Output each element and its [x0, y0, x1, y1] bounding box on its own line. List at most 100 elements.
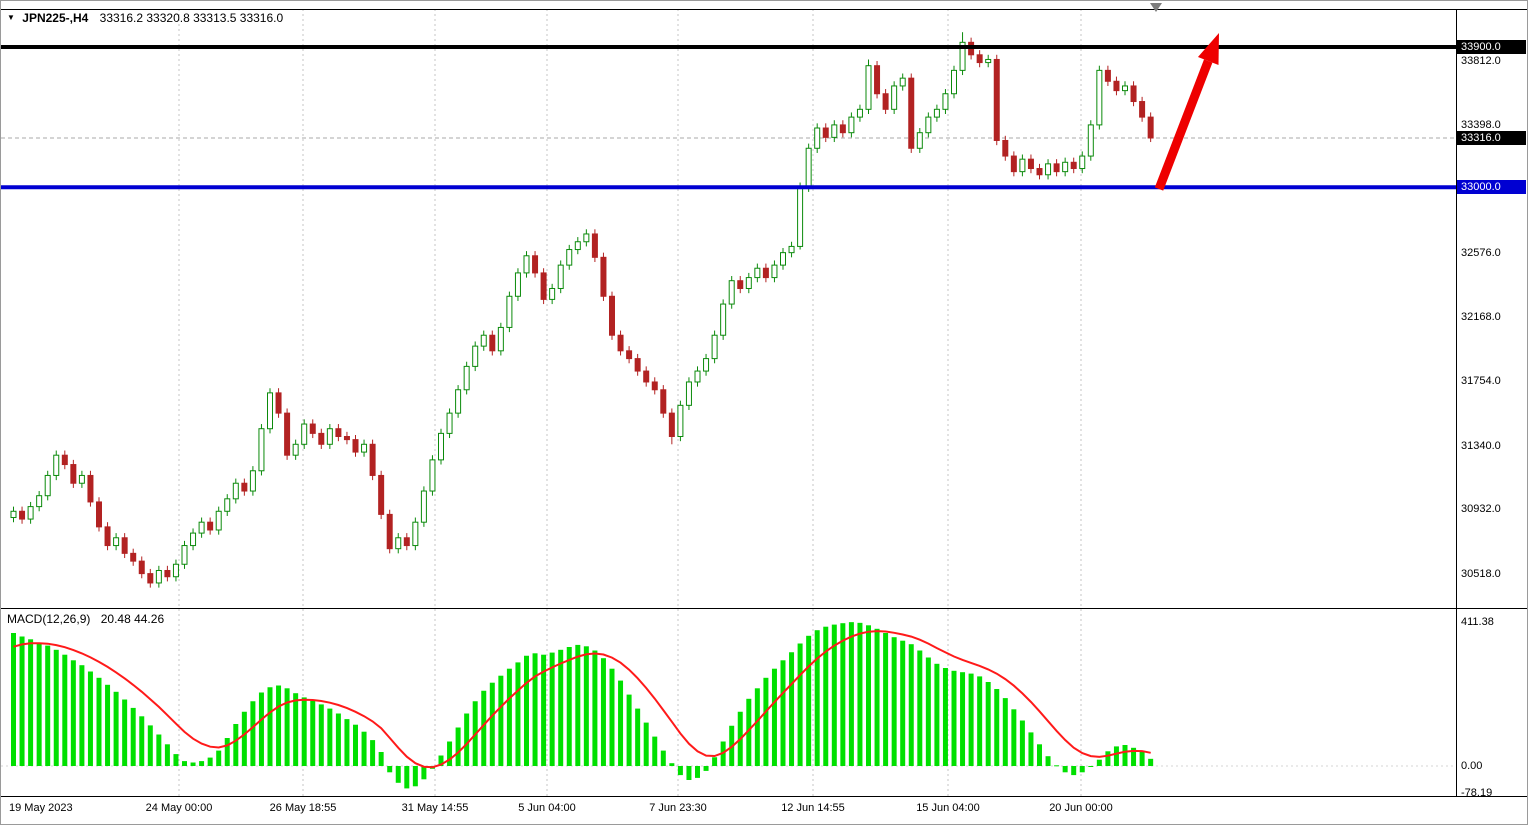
macd-histogram-bar — [1139, 752, 1145, 766]
macd-indicator-header: MACD(12,26,9) 20.48 44.26 — [7, 612, 164, 626]
macd-histogram-bar — [1113, 746, 1119, 766]
candle-bullish — [694, 370, 701, 383]
candle-bullish — [720, 303, 727, 336]
symbol-title: JPN225-,H4 — [22, 11, 89, 25]
trend-arrow-shaft[interactable] — [1154, 59, 1213, 191]
macd-histogram-bar — [370, 740, 376, 766]
macd-histogram-bar — [806, 635, 812, 766]
macd-histogram-bar — [840, 623, 846, 766]
macd-histogram-bar — [891, 637, 897, 766]
trend-arrow-head[interactable] — [1197, 33, 1219, 65]
chart-shift-marker-icon[interactable] — [1150, 3, 1162, 12]
time-axis[interactable]: 19 May 2023 24 May 00:00 26 May 18:55 31 Ma… — [1, 797, 1456, 824]
candle-bullish — [959, 41, 966, 71]
candle-bullish — [685, 381, 692, 406]
macd-histogram-bar — [1131, 747, 1137, 766]
candle-bullish — [249, 470, 256, 492]
candle-bearish — [138, 560, 145, 575]
candle-bullish — [172, 563, 179, 578]
macd-histogram-bar — [284, 688, 290, 766]
candle-bearish — [626, 350, 633, 360]
macd-histogram-bar — [412, 766, 418, 787]
price-axis-label: 32576.0 — [1461, 247, 1501, 260]
price-level-badge: 33000.0 — [1457, 180, 1526, 195]
macd-histogram-bar — [182, 761, 187, 766]
price-axis-label: 31340.0 — [1461, 439, 1501, 452]
candle-bullish — [113, 537, 120, 547]
macd-histogram-bar — [626, 694, 632, 766]
candle-bullish — [514, 272, 521, 297]
macd-histogram-bar — [541, 654, 547, 766]
macd-histogram-bar — [660, 750, 666, 766]
candle-bearish — [378, 474, 385, 515]
macd-axis-label: 0.00 — [1461, 760, 1483, 772]
candle-bullish — [53, 454, 60, 476]
macd-histogram-bar — [925, 657, 931, 766]
candle-bearish — [343, 436, 350, 441]
candle-bullish — [933, 108, 940, 118]
candle-bullish — [361, 443, 368, 453]
price-level-badge: 33900.0 — [1457, 40, 1526, 54]
macd-separator[interactable] — [1, 608, 1527, 609]
candle-bearish — [762, 267, 769, 279]
candle-bullish — [446, 412, 453, 434]
macd-histogram-bar — [36, 642, 42, 766]
macd-histogram-bar — [455, 727, 461, 766]
chart-top-border — [1, 9, 1527, 10]
candle-bullish — [198, 521, 205, 534]
macd-panel[interactable] — [1, 609, 1456, 796]
macd-histogram-bar — [335, 713, 341, 766]
candle-bearish — [335, 428, 342, 437]
macd-histogram-bar — [1019, 720, 1025, 766]
price-axis-label: 31754.0 — [1461, 375, 1501, 388]
symbol-dropdown-icon[interactable]: ▼ — [7, 13, 15, 22]
candle-bearish — [1104, 69, 1111, 82]
macd-histogram-bar — [917, 650, 923, 766]
candle-bearish — [352, 439, 359, 453]
time-axis-label: 15 Jun 04:00 — [916, 802, 980, 814]
candle-bearish — [976, 54, 983, 64]
macd-histogram-bar — [421, 766, 427, 780]
macd-histogram-bar — [549, 652, 555, 766]
candle-bullish — [224, 498, 231, 512]
macd-histogram-bar — [53, 649, 59, 766]
macd-histogram-bar — [276, 685, 282, 766]
candle-bullish — [258, 428, 265, 472]
macd-histogram-bar — [156, 734, 162, 766]
macd-histogram-bar — [199, 761, 205, 766]
macd-histogram-bar — [575, 644, 581, 766]
macd-histogram-bar — [908, 644, 914, 766]
macd-histogram-bar — [404, 766, 410, 789]
macd-histogram-bar — [489, 682, 495, 766]
macd-histogram-bar — [1079, 766, 1085, 773]
candle-bearish — [1002, 139, 1009, 157]
candle-bullish — [1062, 161, 1069, 173]
macd-histogram-bar — [207, 757, 213, 766]
candle-bullish — [27, 506, 34, 520]
candle-bearish — [1130, 85, 1137, 103]
candle-bullish — [848, 116, 855, 134]
candle-bullish — [480, 334, 487, 347]
macd-histogram-bar — [960, 672, 966, 766]
candle-bullish — [1079, 155, 1086, 170]
macd-histogram-bar — [857, 622, 863, 766]
macd-histogram-bar — [746, 698, 752, 766]
candle-bullish — [190, 532, 197, 547]
candle-bearish — [660, 389, 667, 414]
main-price-chart[interactable] — [1, 9, 1456, 608]
macd-histogram-bar — [763, 677, 769, 766]
candle-bearish — [1036, 168, 1043, 176]
macd-histogram-bar — [139, 716, 145, 766]
macd-histogram-bar — [233, 724, 239, 766]
macd-histogram-bar — [883, 633, 889, 766]
macd-histogram-bar — [1054, 765, 1060, 767]
candle-bullish — [831, 124, 838, 138]
macd-histogram-bar — [447, 741, 453, 766]
candle-bullish — [780, 252, 786, 266]
candle-bullish — [677, 404, 684, 437]
macd-histogram-bar — [378, 752, 384, 766]
candle-bullish — [1045, 163, 1052, 176]
macd-histogram-bar — [250, 701, 256, 766]
price-axis-label: 30932.0 — [1461, 503, 1501, 516]
macd-histogram-bar — [19, 636, 25, 766]
